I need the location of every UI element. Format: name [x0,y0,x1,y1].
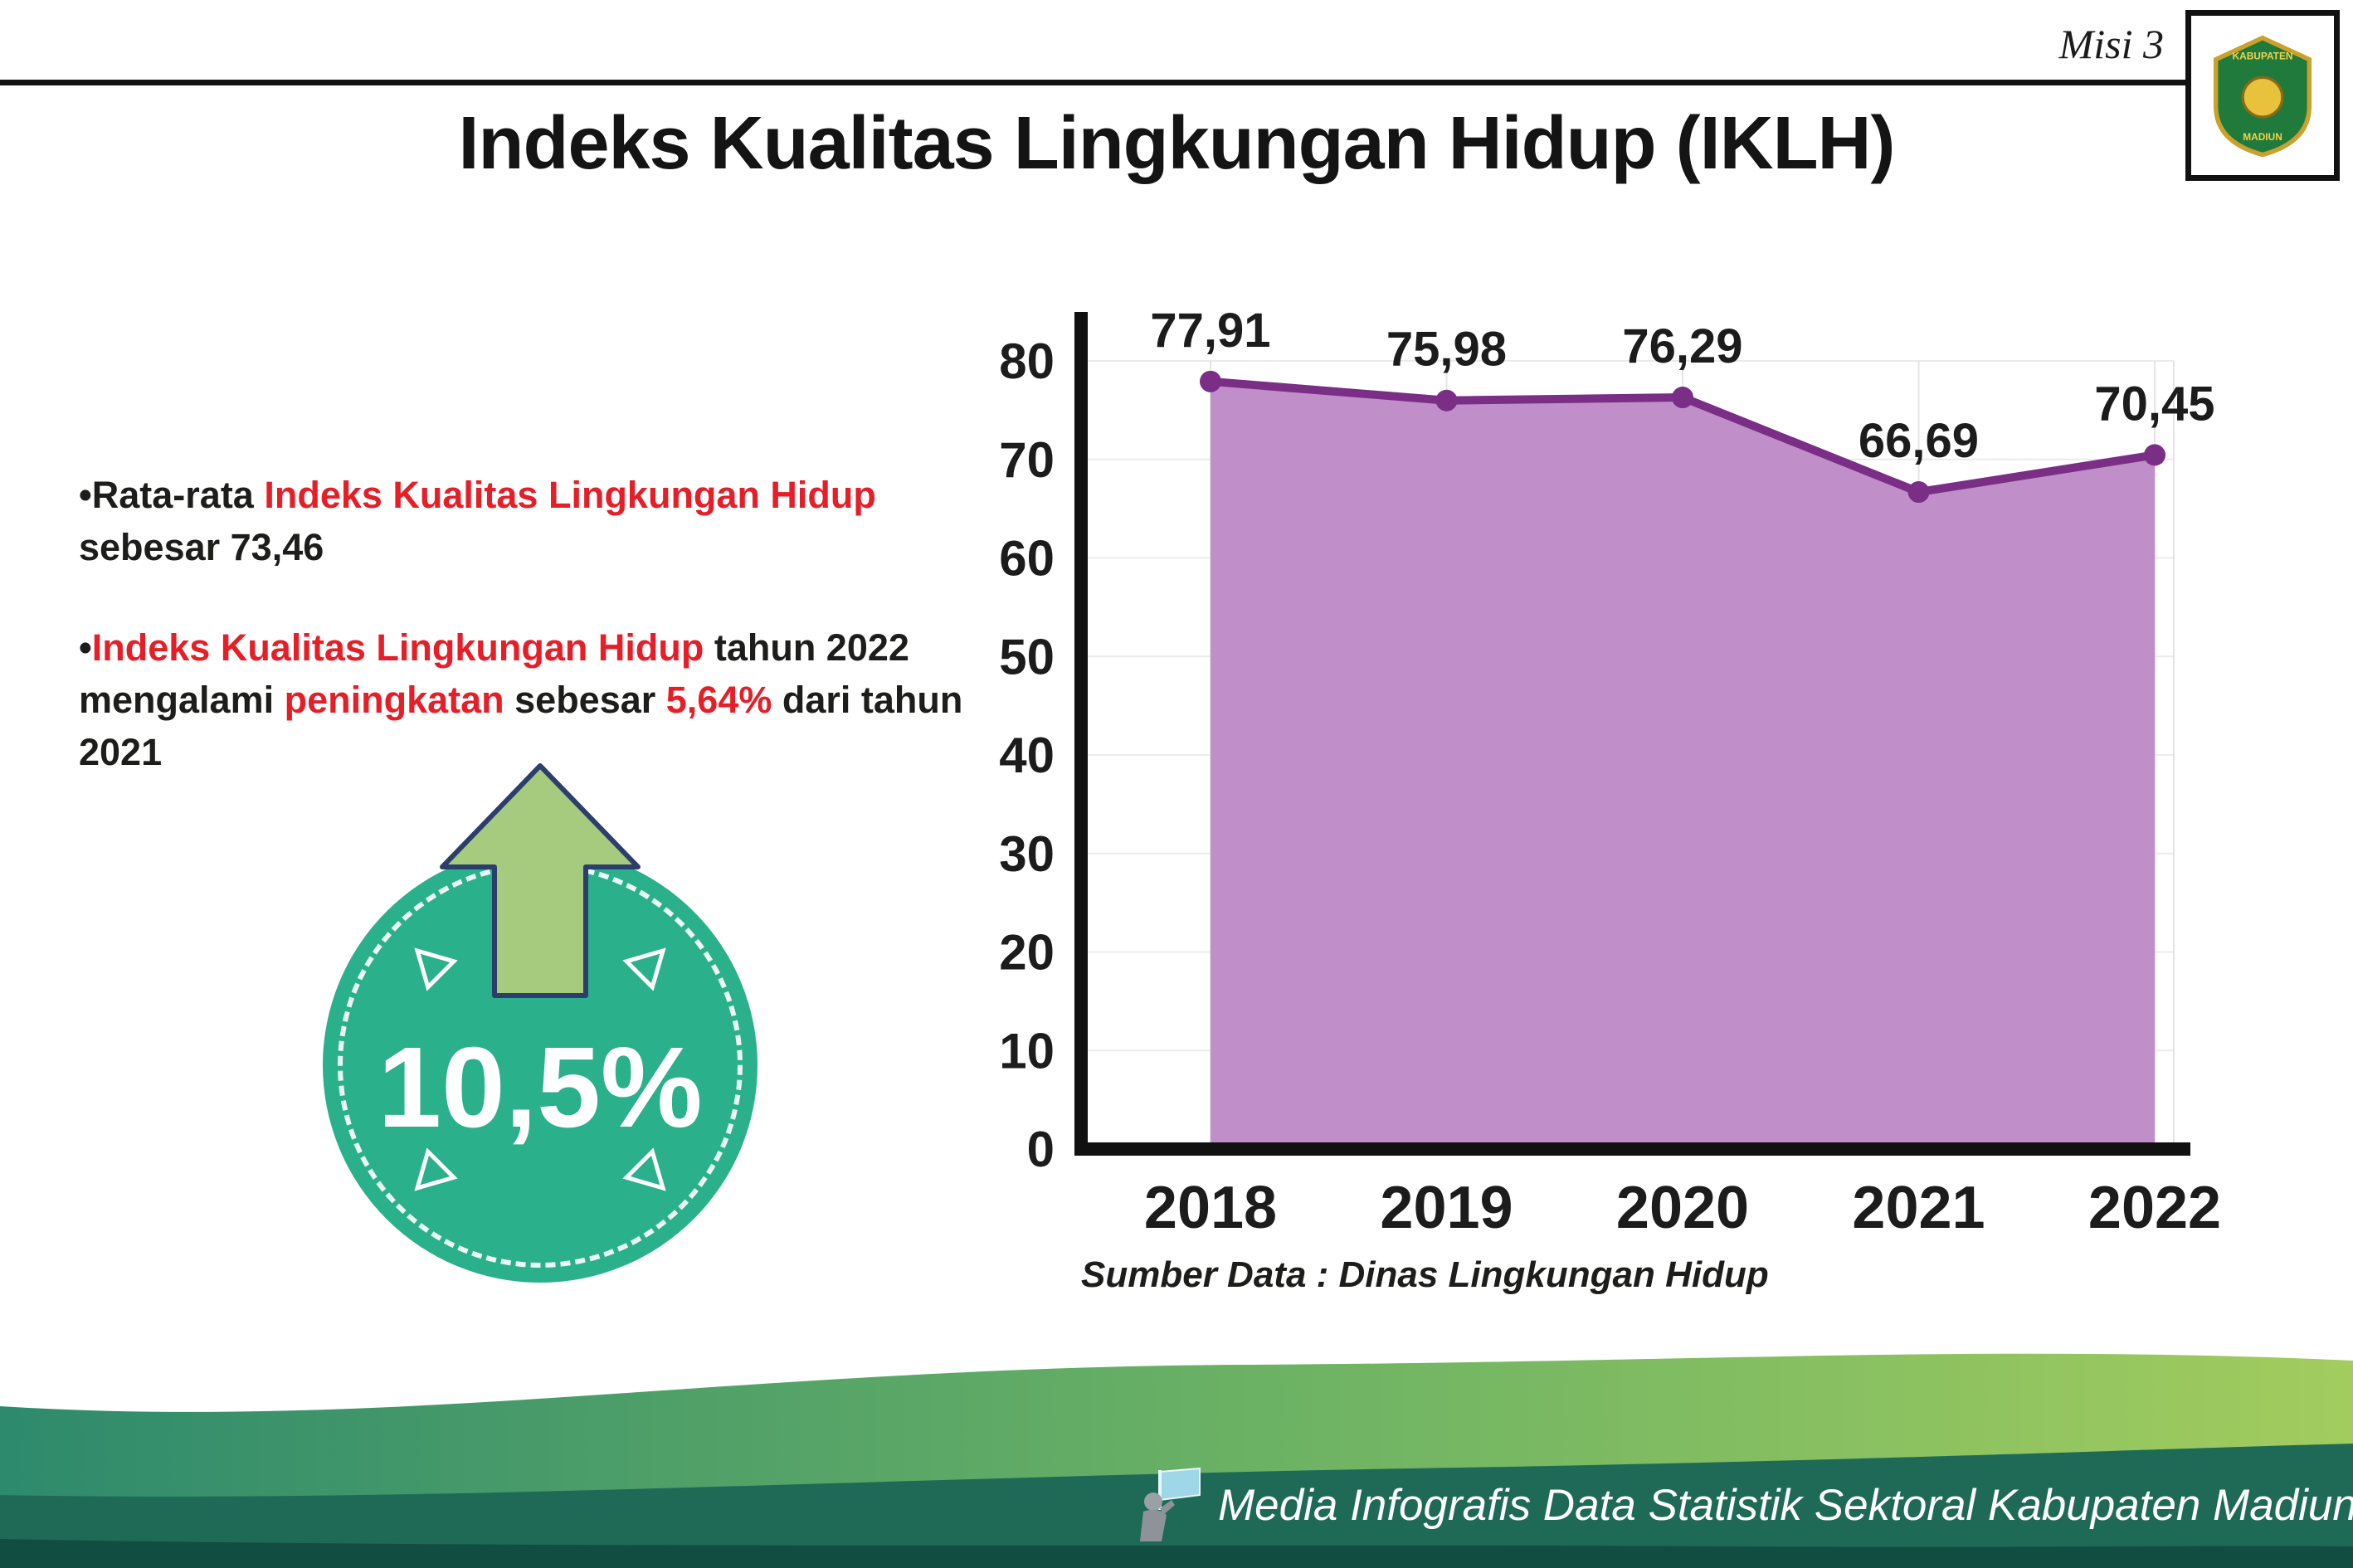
bullet2-highlight-3: 5,64% [665,679,772,721]
footer-caption: Media Infografis Data Statistik Sektoral… [1218,1480,2353,1530]
svg-text:77,91: 77,91 [1150,304,1270,358]
key-points: •Rata-rata Indeks Kualitas Lingkungan Hi… [79,469,996,826]
header-divider [0,80,2197,85]
bullet-marker: • [79,626,92,669]
svg-text:20: 20 [999,925,1055,981]
crest-bottom-text: MADIUN [2243,131,2282,143]
svg-text:30: 30 [999,826,1055,882]
svg-text:60: 60 [999,531,1055,587]
bullet2-text-3: dari tahun 2021 [79,679,963,773]
svg-text:40: 40 [999,728,1055,783]
kabupaten-madiun-logo: KABUPATEN MADIUN [2185,10,2340,181]
bullet2-text-1: tahun 2022 mengalami [79,626,909,721]
svg-text:75,98: 75,98 [1386,323,1507,377]
up-arrow-icon [440,763,641,998]
bullet-2022-increase: •Indeks Kualitas Lingkungan Hidup tahun … [79,621,996,778]
bullet2-highlight-2: peningkatan [284,679,504,721]
iklh-chart: 77,91 75,98 76,29 66,69 70,45 0 10 20 30 40 50 60 70… [913,274,2240,1327]
svg-text:80: 80 [999,334,1055,389]
bullet2-highlight-1: Indeks Kualitas Lingkungan Hidup [91,626,704,669]
svg-text:2020: 2020 [1616,1175,1749,1241]
increase-badge: 10,5% [323,763,758,1283]
svg-text:70,45: 70,45 [2094,377,2214,431]
increase-percentage: 10,5% [378,1024,703,1152]
svg-text:10: 10 [999,1023,1055,1079]
bullet-marker: • [79,474,92,516]
bullet1-text-1: Rata-rata [91,474,265,516]
svg-text:70: 70 [999,432,1055,488]
bullet1-highlight: Indeks Kualitas Lingkungan Hidup [264,474,876,516]
footer-waves [0,1353,2353,1568]
iklh-area-chart: 77,91 75,98 76,29 66,69 70,45 0 10 20 30 40 50 60 70… [999,304,2221,1241]
svg-text:2022: 2022 [2088,1175,2221,1241]
svg-text:76,29: 76,29 [1622,319,1742,373]
svg-text:2019: 2019 [1380,1175,1513,1241]
data-source-note: Sumber Data : Dinas Lingkungan Hidup [1081,1254,1769,1295]
svg-text:66,69: 66,69 [1859,414,1979,468]
svg-text:2021: 2021 [1852,1175,1985,1241]
crest-top-text: KABUPATEN [2233,51,2293,62]
svg-text:0: 0 [1027,1122,1055,1177]
bullet-average-iklh: •Rata-rata Indeks Kualitas Lingkungan Hi… [79,469,996,573]
svg-text:50: 50 [999,629,1055,684]
bullet2-text-2: sebesar [504,679,666,721]
mascot-icon [1140,1467,1201,1541]
footer: Media Infografis Data Statistik Sektoral… [1135,1467,2353,1543]
bullet1-text-2: sebesar 73,46 [79,526,324,568]
page-title: Indeks Kualitas Lingkungan Hidup (IKLH) [458,102,1895,185]
misi-label: Misi 3 [2058,21,2164,67]
crest-icon: KABUPATEN MADIUN [2213,35,2312,158]
svg-text:2018: 2018 [1144,1175,1277,1241]
